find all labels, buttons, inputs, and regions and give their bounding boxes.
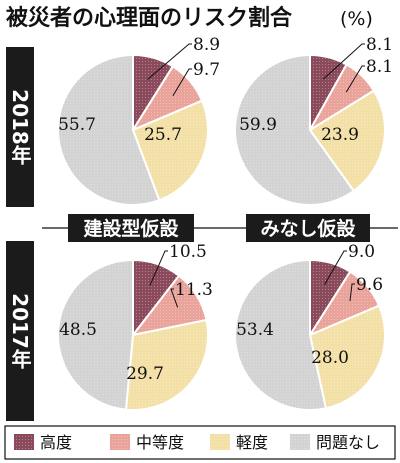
pie-data-label: 53.4 bbox=[236, 320, 274, 340]
pie-chart-3: 9.0 9.6 28.0 53.4 bbox=[234, 242, 386, 411]
pie-leader-line bbox=[349, 283, 355, 302]
pie-chart-2: 10.5 11.3 29.7 48.5 bbox=[57, 242, 213, 412]
pie-slice-texture bbox=[133, 260, 179, 335]
year-label-2017-text: 2017年 bbox=[8, 293, 32, 369]
pie-slice-texture bbox=[310, 55, 347, 130]
legend-item-none: 問題なし bbox=[290, 433, 380, 452]
pie-slice-texture bbox=[310, 90, 385, 191]
pie-charts: 8.9 9.7 25.7 55.7 8.18.1 23.9 59.9 10.5 11.3 29.7… bbox=[57, 35, 393, 412]
chart-title-unit: (%) bbox=[340, 8, 373, 30]
pie-slice-texture bbox=[310, 271, 380, 335]
pie-leader-line bbox=[345, 65, 365, 93]
pie-leader-line bbox=[170, 288, 179, 308]
pie-data-label: 9.0 bbox=[348, 242, 375, 262]
pie-slice-texture bbox=[310, 260, 351, 335]
pie-slice-texture bbox=[310, 64, 374, 130]
legend-swatch-texture bbox=[14, 434, 34, 450]
pie-chart-1: 8.18.1 23.9 59.9 bbox=[234, 35, 393, 206]
legend-item-high: 高度 bbox=[14, 433, 72, 452]
year-label-2018-text: 2018年 bbox=[8, 89, 32, 165]
column-label-kensetsu: 建設型仮設 bbox=[68, 214, 194, 242]
pie-leader-line bbox=[172, 68, 192, 97]
legend-swatch-texture bbox=[290, 434, 310, 450]
pie-slice-texture bbox=[57, 259, 133, 410]
column-label-minashi: みなし仮設 bbox=[246, 214, 370, 242]
pie-data-label: 9.6 bbox=[356, 275, 383, 295]
legend-swatch-texture bbox=[210, 434, 230, 450]
legend-label: 高度 bbox=[40, 433, 72, 452]
legend-label: 問題なし bbox=[316, 433, 380, 452]
pie-data-label: 28.0 bbox=[311, 348, 349, 368]
pie-data-label: 11.3 bbox=[175, 280, 213, 300]
pie-data-label: 8.9 bbox=[193, 35, 220, 55]
pie-leader-line bbox=[322, 43, 365, 80]
year-label-2018: 2018年 bbox=[6, 47, 34, 207]
legend-swatch-texture bbox=[110, 434, 130, 450]
pie-data-label: 9.7 bbox=[193, 60, 220, 80]
legend-label: 中等度 bbox=[136, 433, 184, 452]
legend-item-mid: 中等度 bbox=[110, 433, 184, 452]
pie-data-label: 10.5 bbox=[169, 242, 207, 262]
pie-slice-texture bbox=[133, 54, 173, 130]
pie-slice-texture bbox=[133, 100, 209, 201]
column-label-kensetsu-text: 建設型仮設 bbox=[83, 217, 179, 240]
legend: 高度 中等度 軽度 問題なし bbox=[4, 425, 396, 460]
pie-slice-texture bbox=[133, 66, 203, 130]
pie-leader-line bbox=[147, 43, 192, 80]
column-label-minashi-text: みなし仮設 bbox=[260, 217, 356, 240]
pie-slice-texture bbox=[133, 275, 207, 335]
pie-data-label: 25.7 bbox=[144, 125, 182, 145]
legend-label: 軽度 bbox=[236, 433, 268, 452]
pie-leader-line bbox=[324, 250, 347, 285]
pie-data-label: 23.9 bbox=[321, 125, 359, 145]
pie-data-label: 48.5 bbox=[59, 320, 97, 340]
pie-data-label: 55.7 bbox=[58, 115, 96, 135]
year-label-2017: 2017年 bbox=[6, 241, 34, 421]
pie-leader-line bbox=[149, 250, 168, 286]
pie-data-label: 8.1 bbox=[366, 35, 393, 55]
pie-slice-texture bbox=[125, 320, 209, 411]
pie-data-label: 29.7 bbox=[126, 364, 164, 384]
pie-slice-texture bbox=[310, 305, 386, 409]
chart-title: 被災者の心理面のリスク割合 bbox=[6, 5, 293, 31]
pie-slice-texture bbox=[235, 260, 326, 411]
pie-data-label: 8.1 bbox=[366, 57, 393, 77]
pie-slice-texture bbox=[57, 55, 160, 205]
pie-data-label: 59.9 bbox=[239, 115, 277, 135]
pie-slice-texture bbox=[234, 54, 354, 205]
legend-item-light: 軽度 bbox=[210, 433, 268, 452]
pie-chart-0: 8.9 9.7 25.7 55.7 bbox=[57, 35, 220, 206]
